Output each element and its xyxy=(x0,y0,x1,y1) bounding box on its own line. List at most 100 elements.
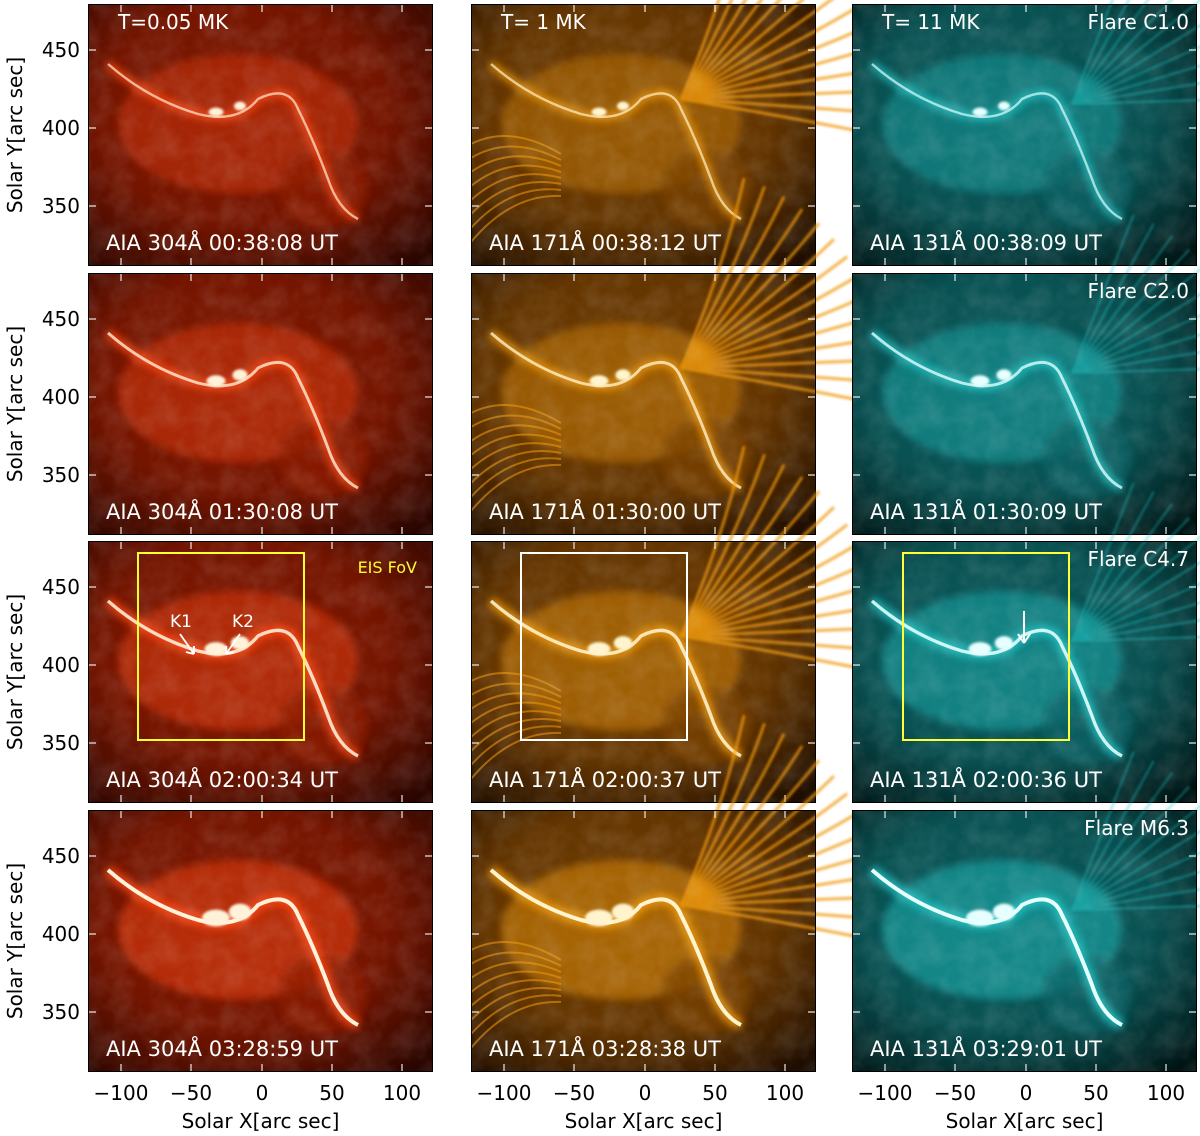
x-tick-label: −50 xyxy=(934,1081,976,1105)
arrow-k1 xyxy=(179,633,195,655)
arrow-loop-top xyxy=(1017,611,1031,644)
panel-caption: AIA 304Å 03:28:59 UT xyxy=(106,1035,338,1061)
eis-fov-label: EIS FoV xyxy=(358,558,417,577)
x-tick-label: −100 xyxy=(858,1081,913,1105)
panel-caption: AIA 131Å 00:38:09 UT xyxy=(870,229,1102,255)
panel-frame xyxy=(471,810,816,1072)
texture xyxy=(88,4,433,266)
flare-class-label: Flare C2.0 xyxy=(1087,279,1189,303)
texture xyxy=(852,810,1197,1072)
x-tick-label: 0 xyxy=(1020,1081,1033,1105)
y-tick-label: 400 xyxy=(42,922,80,946)
panel-frame xyxy=(88,273,433,535)
ticks xyxy=(88,810,433,1072)
panel-r3-c2: AIA 171Å 02:00:37 UT xyxy=(470,445,881,803)
texture xyxy=(88,810,433,1072)
eis-fov-box-171 xyxy=(520,552,688,741)
eis-fov-box-131 xyxy=(902,552,1070,741)
y-axis-label: Solar Y[arc sec] xyxy=(3,57,27,213)
panel-caption: AIA 304Å 02:00:34 UT xyxy=(106,766,338,792)
panel-frame xyxy=(88,810,433,1072)
arrow-k2 xyxy=(225,633,241,655)
ticks xyxy=(852,4,1197,266)
panel-frame xyxy=(852,810,1197,1072)
panel-r1-c2: AIA 171Å 00:38:12 UT T= 1 MK xyxy=(470,0,881,266)
ticks xyxy=(852,273,1197,535)
panel-caption: AIA 304Å 01:30:08 UT xyxy=(106,498,338,524)
panel-caption: AIA 171Å 03:28:38 UT xyxy=(489,1035,721,1061)
x-axis-label: Solar X[arc sec] xyxy=(565,1109,723,1133)
texture xyxy=(88,541,433,803)
panel-caption: AIA 304Å 00:38:08 UT xyxy=(106,229,338,255)
texture xyxy=(471,4,816,266)
x-tick-label: −50 xyxy=(170,1081,212,1105)
x-tick-label: 50 xyxy=(319,1081,344,1105)
texture xyxy=(471,541,816,803)
y-axis-label: Solar Y[arc sec] xyxy=(3,326,27,482)
label-k1: K1 xyxy=(170,612,192,632)
texture xyxy=(852,273,1197,535)
flare-class-label: Flare C4.7 xyxy=(1087,547,1189,571)
x-axis-label: Solar X[arc sec] xyxy=(946,1109,1104,1133)
panel-frame xyxy=(471,273,816,535)
panel-r4-c2: AIA 171Å 03:28:38 UT xyxy=(470,714,881,1072)
panel-r2-c1: AIA 304Å 01:30:08 UT xyxy=(88,273,433,535)
panel-frame xyxy=(852,4,1197,266)
texture xyxy=(88,273,433,535)
ticks xyxy=(852,541,1197,803)
eis-fov-box-304 xyxy=(137,552,305,741)
y-tick-label: 350 xyxy=(42,194,80,218)
y-tick-label: 400 xyxy=(42,116,80,140)
panel-r3-c3: AIA 131Å 02:00:36 UT Flare C4.7 xyxy=(852,482,1200,803)
y-tick-label: 450 xyxy=(42,307,80,331)
y-axis-label: Solar Y[arc sec] xyxy=(3,594,27,750)
ticks xyxy=(471,810,816,1072)
label-k2: K2 xyxy=(232,612,254,632)
panel-caption: AIA 131Å 03:29:01 UT xyxy=(870,1035,1102,1061)
texture xyxy=(852,541,1197,803)
panel-frame xyxy=(852,273,1197,535)
temperature-label: T=0.05 MK xyxy=(117,10,229,34)
y-axis-label: Solar Y[arc sec] xyxy=(3,863,27,1019)
x-tick-label: −50 xyxy=(553,1081,595,1105)
x-tick-label: 100 xyxy=(766,1081,804,1105)
x-tick-label: −100 xyxy=(477,1081,532,1105)
x-tick-label: 100 xyxy=(1147,1081,1185,1105)
x-tick-label: 0 xyxy=(256,1081,269,1105)
x-tick-label: 50 xyxy=(702,1081,727,1105)
y-tick-label: 350 xyxy=(42,1000,80,1024)
y-tick-label: 400 xyxy=(42,653,80,677)
ticks xyxy=(88,541,433,803)
panel-caption: AIA 131Å 01:30:09 UT xyxy=(870,498,1102,524)
x-tick-label: 100 xyxy=(383,1081,421,1105)
y-tick-label: 450 xyxy=(42,844,80,868)
texture xyxy=(471,273,816,535)
panel-frame xyxy=(852,541,1197,803)
panel-r1-c1: AIA 304Å 00:38:08 UT T=0.05 MK xyxy=(88,4,433,266)
temperature-label: T= 11 MK xyxy=(881,10,980,34)
texture xyxy=(852,4,1197,266)
panel-caption: AIA 171Å 01:30:00 UT xyxy=(489,498,721,524)
ticks xyxy=(471,4,816,266)
ticks xyxy=(88,4,433,266)
x-tick-label: 0 xyxy=(639,1081,652,1105)
ticks xyxy=(471,273,816,535)
panel-caption: AIA 131Å 02:00:36 UT xyxy=(870,766,1102,792)
panel-r4-c3: AIA 131Å 03:29:01 UT Flare M6.3 xyxy=(852,751,1200,1072)
panel-frame xyxy=(88,541,433,803)
panel-r1-c3: AIA 131Å 00:38:09 UT T= 11 MK Flare C1.0 xyxy=(852,0,1200,266)
panel-r4-c1: AIA 304Å 03:28:59 UT xyxy=(88,810,433,1072)
temperature-label: T= 1 MK xyxy=(500,10,587,34)
ticks xyxy=(852,810,1197,1072)
panel-r2-c3: AIA 131Å 01:30:09 UT Flare C2.0 xyxy=(852,214,1200,535)
x-tick-label: −100 xyxy=(94,1081,149,1105)
y-tick-label: 450 xyxy=(42,38,80,62)
x-axis-label: Solar X[arc sec] xyxy=(182,1109,340,1133)
y-tick-label: 450 xyxy=(42,575,80,599)
panel-r3-c1: AIA 304Å 02:00:34 UT xyxy=(88,541,433,803)
panel-r2-c2: AIA 171Å 01:30:00 UT xyxy=(470,177,881,535)
flare-class-label: Flare M6.3 xyxy=(1084,816,1189,840)
y-tick-label: 350 xyxy=(42,463,80,487)
x-tick-label: 50 xyxy=(1083,1081,1108,1105)
panel-caption: AIA 171Å 00:38:12 UT xyxy=(489,229,721,255)
